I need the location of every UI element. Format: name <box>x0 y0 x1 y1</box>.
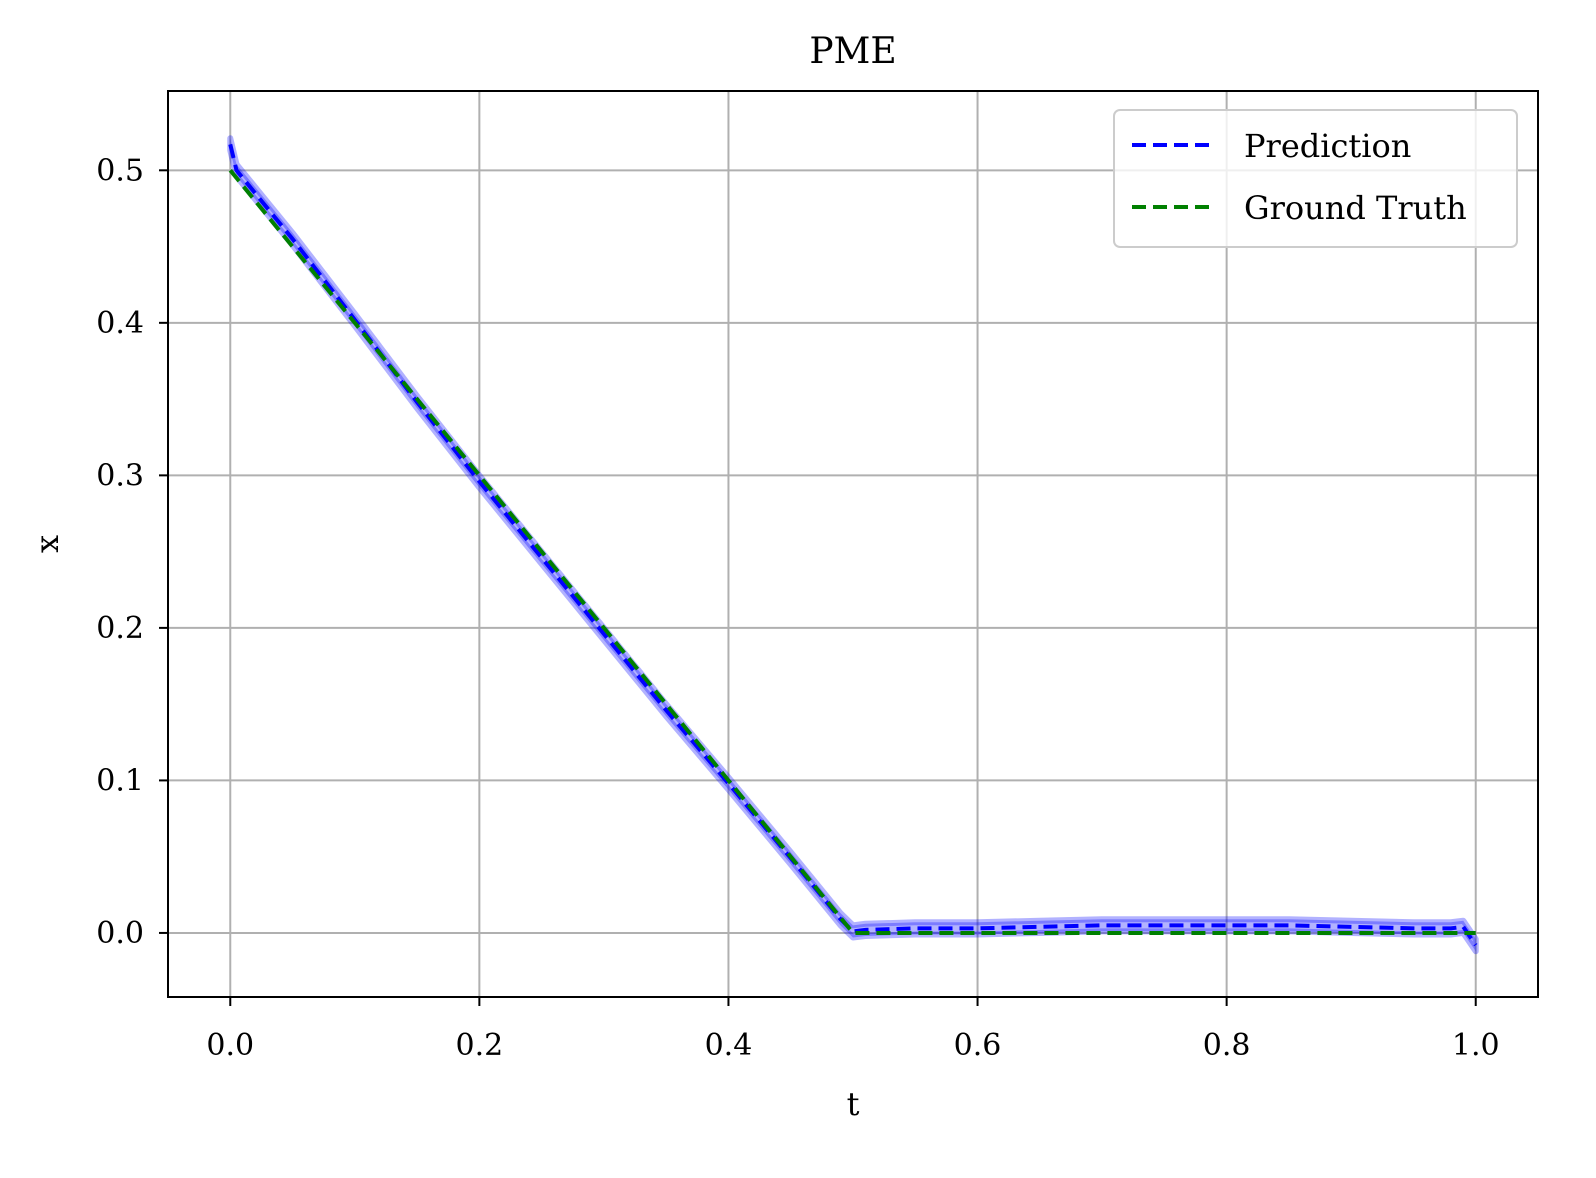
y-tick-label: 0.5 <box>96 153 144 188</box>
y-tick-label: 0.1 <box>96 763 144 798</box>
chart-title: PME <box>809 31 896 72</box>
x-tick-label: 0.8 <box>1203 1028 1251 1063</box>
legend-label-prediction: Prediction <box>1244 127 1411 165</box>
prediction-uncertainty-band <box>227 135 1479 955</box>
series-line-ground-truth <box>228 169 1476 935</box>
legend: Prediction Ground Truth <box>1113 109 1518 248</box>
prediction-band <box>227 135 1479 955</box>
y-axis-ticks: 0.0 0.1 0.2 0.3 0.4 0.5 <box>96 153 168 951</box>
y-tick-label: 0.0 <box>96 916 144 951</box>
y-tick-label: 0.2 <box>96 611 144 646</box>
legend-label-ground-truth: Ground Truth <box>1244 189 1467 227</box>
series-line-prediction <box>228 143 1478 947</box>
x-tick-label: 0.0 <box>206 1028 254 1063</box>
y-axis-title: x <box>28 535 66 553</box>
x-axis-ticks: 0.0 0.2 0.4 0.6 0.8 1.0 <box>206 997 1500 1063</box>
y-tick-label: 0.4 <box>96 306 144 341</box>
y-tick-label: 0.3 <box>96 458 144 493</box>
x-tick-label: 0.2 <box>456 1028 504 1063</box>
legend-frame <box>1113 109 1518 248</box>
x-axis-title: t <box>847 1085 860 1123</box>
series-lines <box>228 143 1478 947</box>
x-tick-label: 0.6 <box>954 1028 1002 1063</box>
x-tick-label: 0.4 <box>705 1028 753 1063</box>
x-tick-label: 1.0 <box>1452 1028 1500 1063</box>
grid-lines <box>168 91 1538 997</box>
plot-area-frame <box>167 90 1539 998</box>
